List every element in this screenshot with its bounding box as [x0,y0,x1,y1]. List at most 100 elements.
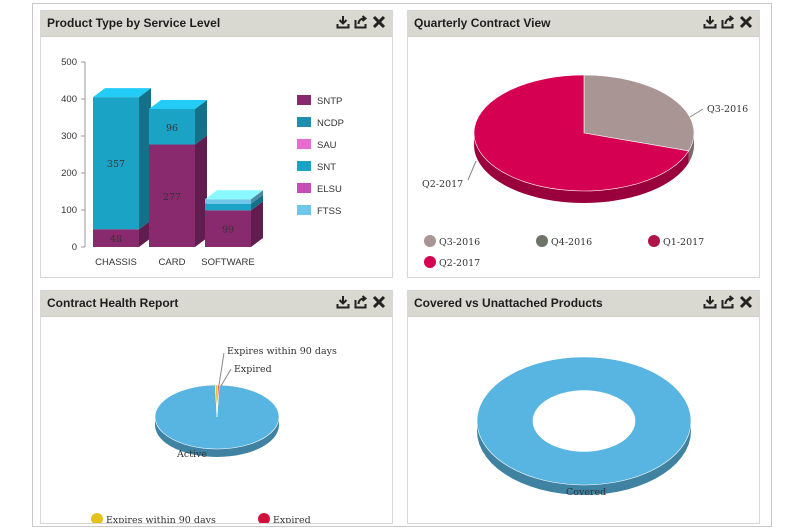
bar-top-face [149,99,207,109]
x-category-label: SOFTWARE [201,257,254,268]
bar-segment-side [139,220,151,247]
download-icon[interactable] [703,15,717,29]
health-pie-chart: Expires within 90 days Expired Active Expir… [91,346,337,526]
legend-label: FTSS [317,206,341,217]
y-tick-label: 400 [61,94,77,105]
legend-label: ELSU [317,184,342,195]
legend-label: Q2-2017 [439,258,480,269]
legend-swatch-elsu[interactable] [297,183,311,193]
close-icon[interactable] [739,295,753,309]
label-connector [467,160,477,181]
panel-title: Contract Health Report [47,296,179,310]
legend-label: Q3-2016 [439,237,480,248]
bar-segment-ftss[interactable] [205,199,251,204]
y-tick-label: 300 [61,131,77,142]
bar-data-label: 99 [222,225,234,236]
quarterly-pie-chart: Q3-2016 Q2-2017 Q3-2016 Q4-2016 Q1-2017 Q2-20… [422,74,748,269]
legend-marker-q3-2016[interactable] [424,235,436,247]
panel-contract-health: Contract Health Report Expires within 90… [40,290,393,526]
legend-swatch-sntp[interactable] [297,95,311,105]
legend-marker-q4-2016[interactable] [536,235,548,247]
legend-label: SNTP [317,96,342,107]
panel-quarterly-contract: Quarterly Contract View Q3-2016 Q2-2017 Q3… [407,10,760,278]
coverage-donut-chart: Covered [476,356,692,498]
download-icon[interactable] [336,295,350,309]
label-connector [689,108,704,118]
legend-label: Q4-2016 [551,237,592,248]
legend-swatch-sau[interactable] [297,139,311,149]
panel-body: 0 100 200 300 400 500 48 357 CHASSIS 277 96 CARD 99 S… [41,37,392,277]
bar-top-face [205,190,263,200]
bar-segment-side [139,88,151,230]
quarter-pie-slice-side [474,135,689,203]
bar-segment-side [195,135,207,247]
legend-label: Expires within 90 days [106,515,216,523]
legend-label: SAU [317,140,337,151]
bar-data-label: 48 [110,234,122,245]
panel-title: Covered vs Unattached Products [414,296,603,310]
quarter-pie-slice[interactable] [583,74,695,152]
legend-marker-q1-2017[interactable] [648,235,660,247]
y-tick-label: 200 [61,168,77,179]
panel-tools [703,295,753,309]
panel-header: Contract Health Report [41,291,392,317]
legend-swatch-snt[interactable] [297,161,311,171]
export-icon[interactable] [354,295,368,309]
health-pie-slice-side [155,417,279,457]
close-icon[interactable] [739,15,753,29]
legend-label: Q1-2017 [663,237,704,248]
bar-segment-snt[interactable] [205,203,251,211]
bar-segment-side [195,99,207,145]
bar-segment-snt[interactable] [149,108,195,145]
legend-label: Expired [273,515,311,523]
legend-swatch-ftss[interactable] [297,205,311,215]
bar-segment-sntp[interactable] [205,210,251,247]
export-icon[interactable] [721,15,735,29]
x-category-label: CHASSIS [95,257,137,268]
panel-tools [336,15,386,29]
slice-label-expired: Expired [234,364,272,375]
bar-segment-side [251,201,263,247]
panel-header: Covered vs Unattached Products [408,291,759,317]
x-category-label: CARD [159,257,186,268]
panel-covered-unattached: Covered vs Unattached Products Covered [407,290,760,524]
panel-tools [703,15,753,29]
label-connector [220,368,232,387]
download-icon[interactable] [336,15,350,29]
bar-segment-sntp[interactable] [93,229,139,247]
legend-marker[interactable] [258,513,270,525]
panel-title: Quarterly Contract View [414,16,551,30]
legend-swatch-ncdp[interactable] [297,117,311,127]
panel-header: Product Type by Service Level [41,11,392,37]
bar-data-label: 357 [107,159,125,170]
slice-label-expires: Expires within 90 days [227,346,337,357]
y-tick-label: 500 [61,57,77,68]
export-icon[interactable] [721,295,735,309]
bar-data-label: 96 [166,123,178,134]
slice-label-q3-2016: Q3-2016 [707,104,748,115]
bar-segment-side [251,190,263,204]
bar-data-label: 277 [163,192,181,203]
panel-body: Q3-2016 Q2-2017 Q3-2016 Q4-2016 Q1-2017 Q2-20… [408,37,759,277]
panel-title: Product Type by Service Level [47,16,221,30]
export-icon[interactable] [354,15,368,29]
bar-segment-snt[interactable] [93,97,139,230]
download-icon[interactable] [703,295,717,309]
bar-segment-sntp[interactable] [149,144,195,247]
quarter-pie-slice[interactable] [473,74,690,192]
stacked-bar-chart: 0 100 200 300 400 500 48 357 CHASSIS 277 96 CARD 99 S… [61,57,344,268]
close-icon[interactable] [372,15,386,29]
panel-body: Expires within 90 days Expired Active Expir… [41,317,392,526]
close-icon[interactable] [372,295,386,309]
panel-body: Covered [408,317,759,523]
legend-marker-q2-2017[interactable] [424,256,436,268]
panel-product-type: Product Type by Service Level 0 100 200 300… [40,10,393,278]
y-tick-label: 100 [61,205,77,216]
slice-label-covered: Covered [566,487,606,498]
legend-marker[interactable] [91,513,103,525]
slice-label-q2-2017: Q2-2017 [422,179,463,190]
slice-label-active: Active [176,449,207,460]
bar-top-face [93,88,151,98]
legend-label: NCDP [317,118,344,129]
coverage-donut-hole [532,390,636,452]
